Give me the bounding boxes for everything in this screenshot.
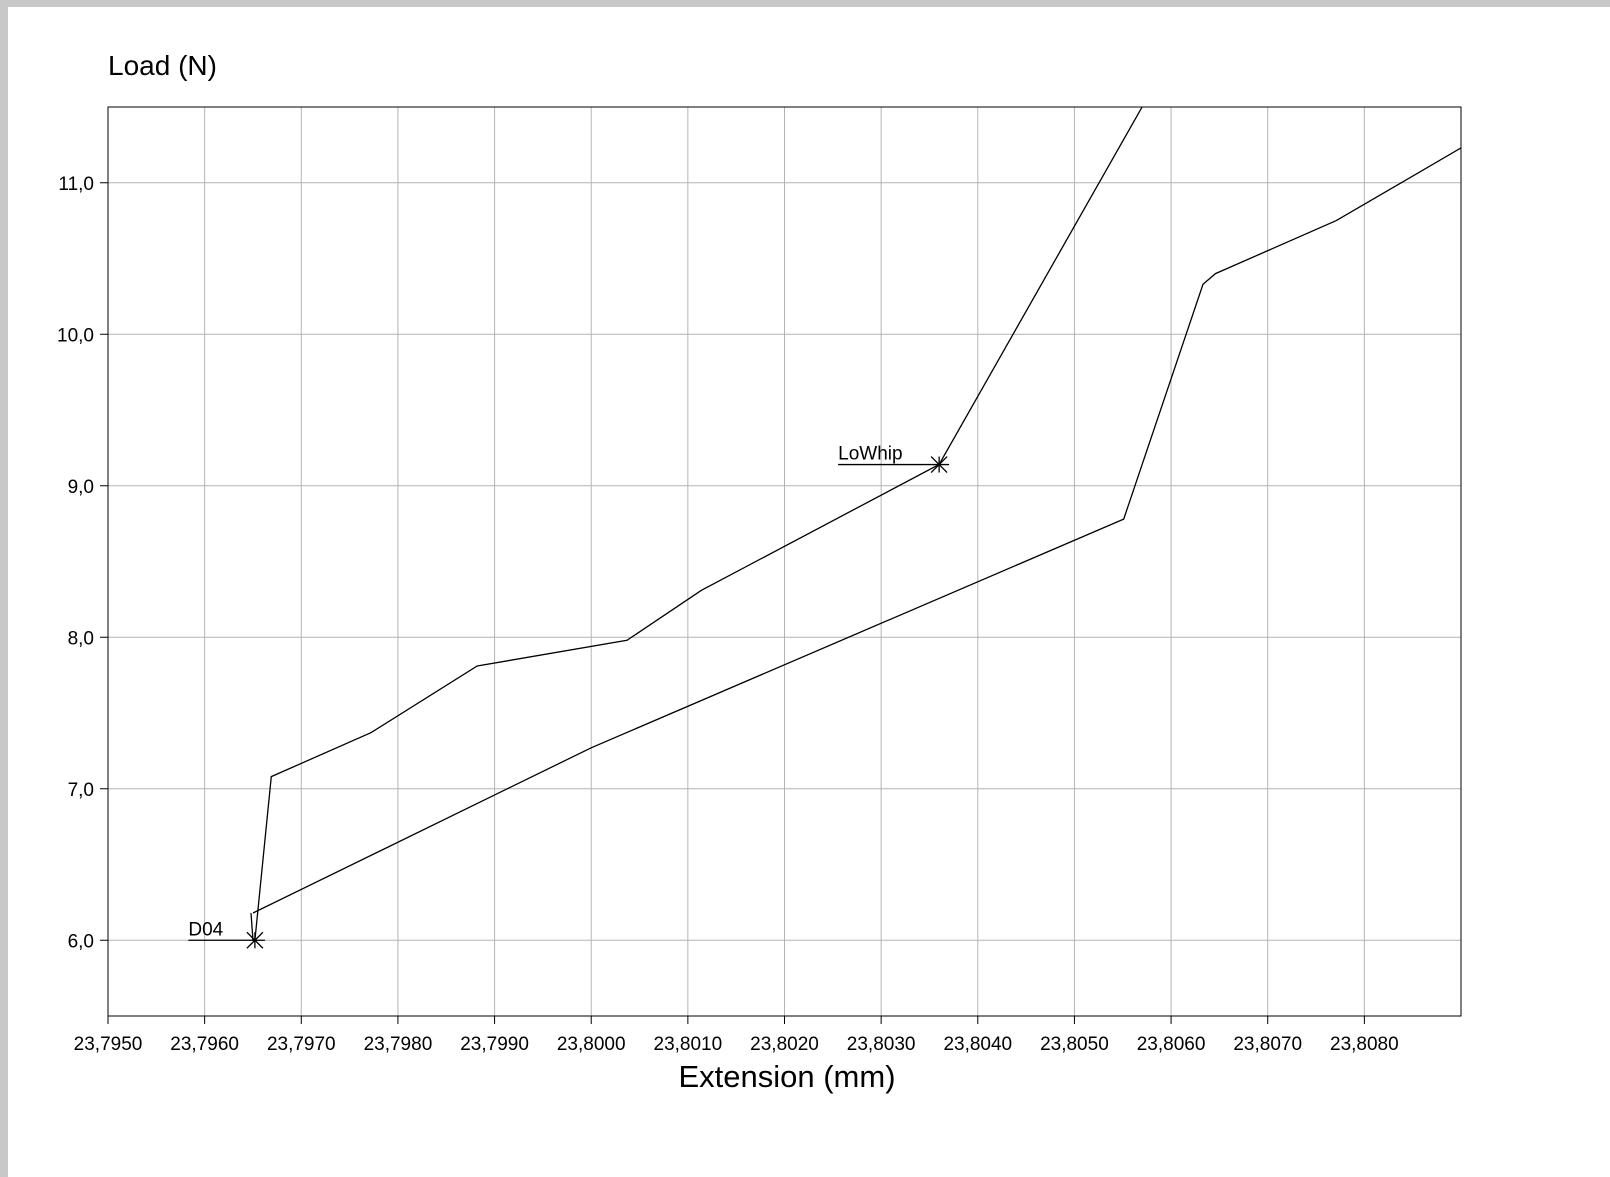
- x-tick-label: 23,7950: [74, 1034, 143, 1055]
- marker-label: LoWhip: [838, 444, 902, 465]
- annotation-markers: D04 LoWhip: [188, 444, 950, 949]
- axis-ticks: 23,7950 23,7960 23,7970 23,7980 23,7990 23,80…: [57, 174, 1399, 1055]
- x-tick-label: 23,8030: [847, 1034, 916, 1055]
- x-tick-label: 23,7990: [460, 1034, 529, 1055]
- marker-star-stroke: [246, 931, 264, 949]
- y-tick-label: 8,0: [68, 628, 94, 649]
- y-tick-label: 9,0: [68, 477, 94, 498]
- x-tick-label: 23,7980: [364, 1034, 433, 1055]
- x-tick-label: 23,8000: [557, 1034, 626, 1055]
- series-line-1: [250, 107, 1143, 941]
- y-tick-label: 10,0: [57, 325, 94, 346]
- y-tick-label: 6,0: [68, 931, 94, 952]
- marker-lowhip: LoWhip: [838, 444, 950, 473]
- x-tick-label: 23,8020: [750, 1034, 819, 1055]
- x-tick-label: 23,8040: [943, 1034, 1012, 1055]
- x-tick-label: 23,8070: [1233, 1034, 1302, 1055]
- marker-d04: D04: [188, 919, 265, 949]
- marker-label: D04: [188, 919, 223, 940]
- top-border: [0, 0, 1610, 7]
- x-axis-title: Extension (mm): [678, 1059, 895, 1094]
- left-border: [0, 0, 8, 1177]
- series-line-2: [252, 147, 1461, 914]
- grid-lines: [108, 107, 1461, 1016]
- x-tick-label: 23,8010: [654, 1034, 723, 1055]
- x-tick-label: 23,7960: [170, 1034, 239, 1055]
- x-tick-label: 23,8050: [1040, 1034, 1109, 1055]
- x-tick-label: 23,8080: [1330, 1034, 1399, 1055]
- x-tick-label: 23,8060: [1137, 1034, 1206, 1055]
- y-tick-label: 7,0: [68, 780, 94, 801]
- series-lines: [250, 107, 1461, 941]
- marker-star-stroke: [930, 456, 948, 473]
- y-axis-title: Load (N): [108, 50, 217, 81]
- y-tick-label: 11,0: [58, 174, 94, 195]
- x-tick-label: 23,7970: [267, 1034, 336, 1055]
